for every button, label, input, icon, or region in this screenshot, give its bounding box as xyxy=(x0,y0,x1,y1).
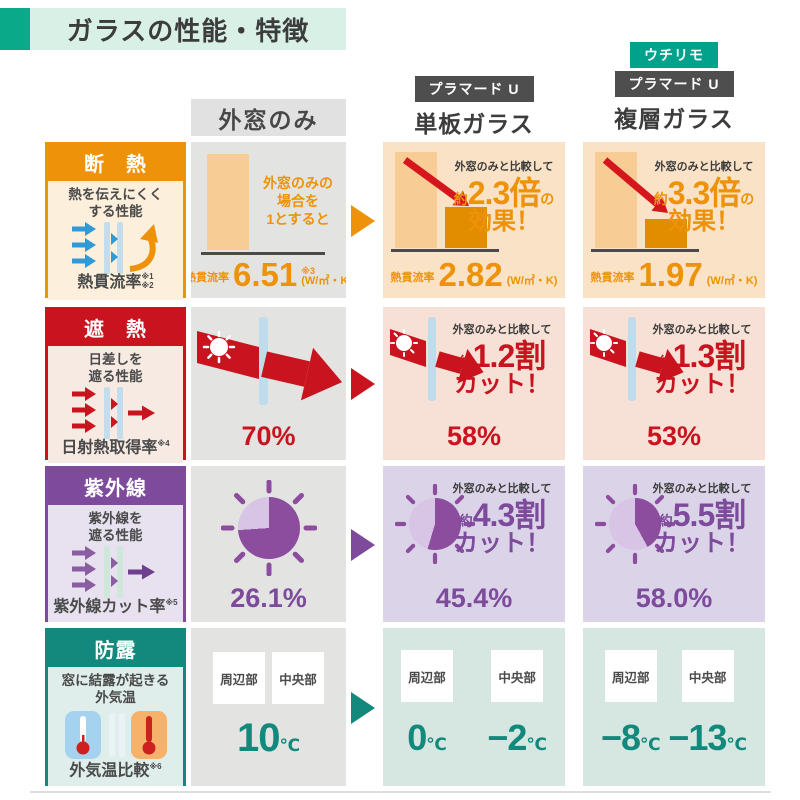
sunlight-cut-icon xyxy=(390,317,484,401)
center-zone-box: 中央部 xyxy=(681,650,734,702)
insulation-row-title: 断 熱 xyxy=(48,145,183,181)
center-zone-box: 中央部 xyxy=(272,652,324,704)
shading-single-effect: 外窓のみと比較して 約1.2割 カット！ xyxy=(452,324,552,398)
uv-metric-label: 紫外線カット率※5 xyxy=(53,597,178,616)
single-center-temp: −2℃ xyxy=(487,717,547,758)
uv-double-panel: 外窓のみと比較して 約5.5割 カット！ 58.0% xyxy=(583,466,765,622)
decrease-arrow-icon xyxy=(602,157,668,213)
uv-double-effect: 外窓のみと比較して 約5.5割 カット！ xyxy=(652,483,752,557)
insulation-flow-arrow-icon xyxy=(351,205,375,237)
plamado-u-badge-double: プラマード U xyxy=(614,71,734,97)
insulation-single-effect: 外窓のみと比較して 約2.3倍の 効果！ xyxy=(453,161,555,235)
column-header-outer-window: 外窓のみ xyxy=(191,99,346,136)
insulation-label-card: 断 熱 熱を伝えにくく する性能 熱貫流率 ※1 ※2 xyxy=(45,142,186,301)
edge-zone-box: 周辺部 xyxy=(604,650,657,702)
single-edge-temp: 0℃ xyxy=(407,717,447,758)
condensation-row-title: 防露 xyxy=(48,631,183,667)
insulation-baseline-value: 熱貫流率6.51 ※3(W/㎡・K) xyxy=(191,255,346,293)
decrease-arrow-icon xyxy=(402,157,469,206)
uv-double-sun-pie-icon xyxy=(595,484,675,564)
uv-row-title: 紫外線 xyxy=(48,469,183,505)
insulation-single-panel: 外窓のみと比較して 約2.3倍の 効果！ 熱貫流率 2.82 (W/㎡・K) xyxy=(383,142,565,298)
insulation-baseline-bar-chart xyxy=(207,154,249,250)
bar-baseline xyxy=(201,252,325,255)
page-title-bar: ガラスの性能・特徴 xyxy=(0,8,346,50)
insulation-baseline-panel: 外窓のみの 場合を 1とすると 熱貫流率6.51 ※3(W/㎡・K) xyxy=(191,142,346,298)
page-title: ガラスの性能・特徴 xyxy=(66,15,310,46)
uv-single-sun-pie-icon xyxy=(395,484,475,564)
outer-window-label: 外窓のみ xyxy=(218,106,319,133)
shading-description: 日差しを 遮る性能 xyxy=(88,352,143,384)
double-center-temp: −13℃ xyxy=(668,717,747,758)
condensation-description: 窓に結露が起きる 外気温 xyxy=(61,673,170,705)
condensation-flow-arrow-icon xyxy=(351,692,375,724)
bottom-divider xyxy=(30,791,771,793)
shading-double-value: 53% xyxy=(646,421,702,451)
uv-flow-arrow-icon xyxy=(351,529,375,561)
insulation-double-effect: 外窓のみと比較して 約3.3倍の 効果！ xyxy=(653,161,755,235)
insulation-baseline-caption: 外窓のみの 場合を 1とすると xyxy=(263,175,333,228)
edge-zone-box: 周辺部 xyxy=(401,650,453,702)
shading-sun-arrows-icon xyxy=(71,386,155,439)
sunlight-cut-icon xyxy=(590,317,684,401)
shading-row-title: 遮 熱 xyxy=(48,310,183,346)
insulation-description: 熱を伝えにくく する性能 xyxy=(68,187,163,219)
insulation-double-value: 熱貫流率 1.97 (W/㎡・K) xyxy=(590,255,758,293)
condensation-metric-label: 外気温比較※6 xyxy=(69,761,162,780)
insulation-double-panel: 外窓のみと比較して 約3.3倍の 効果！ 熱貫流率 1.97 (W/㎡・K) xyxy=(583,142,765,298)
insulation-metric-label: 熱貫流率 ※1 ※2 xyxy=(77,271,154,291)
condensation-single-panel: 周辺部 0℃ 中央部 −2℃ xyxy=(383,628,565,786)
shading-metric-label: 日射熱取得率※4 xyxy=(61,438,170,457)
uv-label-card: 紫外線 紫外線を 遮る性能 紫外線カット率※5 xyxy=(45,466,186,623)
double-edge-temp: −8℃ xyxy=(601,717,661,758)
plamado-u-badge-single: プラマード U xyxy=(414,76,534,102)
uv-description: 紫外線を 遮る性能 xyxy=(88,511,143,543)
uv-arrows-icon xyxy=(71,545,155,598)
bar-baseline xyxy=(591,249,699,252)
uv-double-value: 58.0% xyxy=(635,583,713,613)
column-header-single-glass: プラマード U 単板ガラス xyxy=(383,76,565,139)
condensation-double-panel: 周辺部 −8℃ 中央部 −13℃ xyxy=(583,628,765,786)
shading-label-card: 遮 熱 日差しを 遮る性能 日射熱取得率※4 xyxy=(45,307,186,464)
insulation-single-value: 熱貫流率 2.82 (W/㎡・K) xyxy=(390,255,558,293)
uv-baseline-value: 26.1% xyxy=(230,583,307,613)
condensation-baseline-temp: 10℃ xyxy=(236,716,301,760)
shading-double-panel: 外窓のみと比較して 約1.3割 カット！ 53% xyxy=(583,307,765,460)
insulation-heat-arrows-icon xyxy=(71,221,158,274)
uv-baseline-panel: 26.1% xyxy=(191,466,346,622)
shading-single-panel: 外窓のみと比較して 約1.2割 カット！ 58% xyxy=(383,307,565,460)
uchirimo-badge: ウチリモ xyxy=(630,42,718,68)
shading-single-value: 58% xyxy=(446,421,502,451)
edge-zone-box: 周辺部 xyxy=(213,652,265,704)
condensation-baseline-panel: 周辺部 中央部 10℃ xyxy=(191,628,346,786)
title-accent-block xyxy=(0,8,30,50)
column-header-double-glass: ウチリモ プラマード U 複層ガラス xyxy=(583,42,765,134)
thermometer-comparison-icon xyxy=(64,710,167,759)
column-name-single-glass: 単板ガラス xyxy=(414,111,534,137)
insulation-double-bar-chart xyxy=(595,152,687,248)
condensation-label-card: 防露 窓に結露が起きる 外気温 外気温比較※6 xyxy=(45,628,186,787)
uv-baseline-sun-pie-icon xyxy=(221,480,317,576)
sunlight-through-glass-icon xyxy=(197,317,343,405)
uv-single-value: 45.4% xyxy=(435,583,513,613)
shading-baseline-value: 70% xyxy=(241,421,296,451)
column-name-double-glass: 複層ガラス xyxy=(614,106,734,132)
center-zone-box: 中央部 xyxy=(491,650,544,702)
uv-single-panel: 外窓のみと比較して 約4.3割 カット！ 45.4% xyxy=(383,466,565,622)
shading-double-effect: 外窓のみと比較して 約1.3割 カット！ xyxy=(652,324,752,398)
shading-baseline-panel: 70% xyxy=(191,307,346,460)
bar-baseline xyxy=(391,249,499,252)
uv-single-effect: 外窓のみと比較して 約4.3割 カット！ xyxy=(452,483,552,557)
shading-flow-arrow-icon xyxy=(351,368,375,400)
